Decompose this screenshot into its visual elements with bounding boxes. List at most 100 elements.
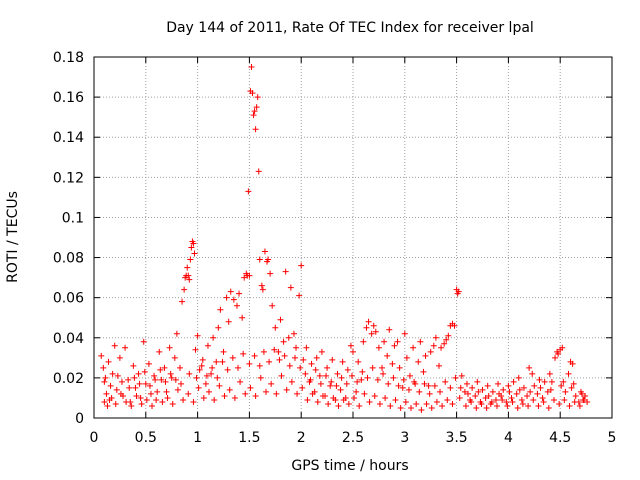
data-point <box>319 392 326 399</box>
data-point <box>518 396 525 403</box>
data-point <box>246 272 253 279</box>
data-point <box>169 400 176 407</box>
data-point <box>187 256 194 263</box>
data-point <box>233 302 240 309</box>
data-point <box>516 386 523 393</box>
data-point <box>449 400 456 407</box>
data-point <box>408 404 415 411</box>
data-point <box>185 272 192 279</box>
data-point <box>483 404 490 411</box>
data-point <box>112 400 119 407</box>
data-point <box>149 402 156 409</box>
data-point <box>184 264 191 271</box>
data-point <box>265 256 272 263</box>
data-point <box>230 296 237 303</box>
y-tick-label: 0.02 <box>53 371 84 387</box>
data-point <box>347 342 354 349</box>
data-point <box>224 366 231 373</box>
data-point <box>105 358 112 365</box>
data-point <box>251 352 258 359</box>
data-point <box>394 338 401 345</box>
data-point <box>136 380 143 387</box>
data-point <box>141 368 148 375</box>
data-point <box>417 338 424 345</box>
data-point <box>350 348 356 355</box>
data-point <box>536 376 543 383</box>
data-point <box>406 372 413 379</box>
data-point <box>363 324 370 331</box>
data-point <box>402 398 409 405</box>
data-point <box>403 354 410 361</box>
data-point <box>143 396 150 403</box>
data-point <box>338 374 345 381</box>
data-point <box>196 366 203 373</box>
y-tick-label: 0.1 <box>62 210 84 226</box>
data-point <box>128 402 135 409</box>
data-point <box>194 332 201 339</box>
data-point <box>500 386 507 393</box>
data-point <box>437 388 444 395</box>
data-point <box>297 364 304 371</box>
data-point <box>285 334 292 341</box>
data-point <box>227 288 234 295</box>
data-point <box>389 360 396 367</box>
data-point <box>282 268 289 275</box>
data-point <box>275 348 282 355</box>
data-point <box>426 390 433 397</box>
data-point <box>479 386 486 393</box>
data-point <box>546 370 553 377</box>
data-point <box>514 404 521 411</box>
data-point <box>390 374 397 381</box>
data-point <box>312 366 319 373</box>
data-point <box>381 338 388 345</box>
data-point <box>463 380 470 387</box>
data-point <box>494 402 501 409</box>
data-point <box>435 362 442 369</box>
data-point <box>444 396 451 403</box>
data-point <box>256 256 263 263</box>
data-point <box>147 390 154 397</box>
data-point <box>107 382 114 389</box>
data-point <box>278 372 285 379</box>
data-point <box>103 390 110 397</box>
data-point <box>520 384 527 391</box>
data-point <box>328 378 335 385</box>
data-point <box>526 364 533 371</box>
chart-title: Day 144 of 2011, Rate Of TEC Index for r… <box>166 20 534 36</box>
grid-lines <box>94 57 612 418</box>
data-point <box>457 384 464 391</box>
data-point <box>271 346 278 353</box>
data-point <box>475 388 482 395</box>
data-point <box>451 322 458 329</box>
data-point <box>221 392 228 399</box>
data-point <box>515 374 522 381</box>
data-point <box>258 282 265 289</box>
data-point <box>464 390 471 397</box>
data-point <box>111 342 118 349</box>
data-point <box>260 348 267 355</box>
data-point <box>219 358 226 365</box>
data-point <box>242 390 249 397</box>
data-point <box>132 384 139 391</box>
data-point <box>145 360 152 367</box>
data-point <box>572 392 579 399</box>
data-point <box>510 378 517 385</box>
data-point <box>428 404 435 411</box>
data-point <box>294 390 301 397</box>
data-point <box>252 392 259 399</box>
data-point <box>204 342 211 349</box>
data-point <box>560 378 567 385</box>
data-point <box>250 112 257 119</box>
data-point <box>273 390 280 397</box>
data-point <box>217 306 224 313</box>
x-tick-label: 3.5 <box>445 430 467 446</box>
x-tick-label: 2.5 <box>342 430 364 446</box>
data-point <box>190 240 197 247</box>
data-point <box>140 338 147 345</box>
data-point <box>231 394 238 401</box>
data-point <box>98 352 105 359</box>
data-point <box>354 378 361 385</box>
data-point <box>353 388 360 395</box>
data-point <box>173 330 180 337</box>
data-point <box>565 370 572 377</box>
